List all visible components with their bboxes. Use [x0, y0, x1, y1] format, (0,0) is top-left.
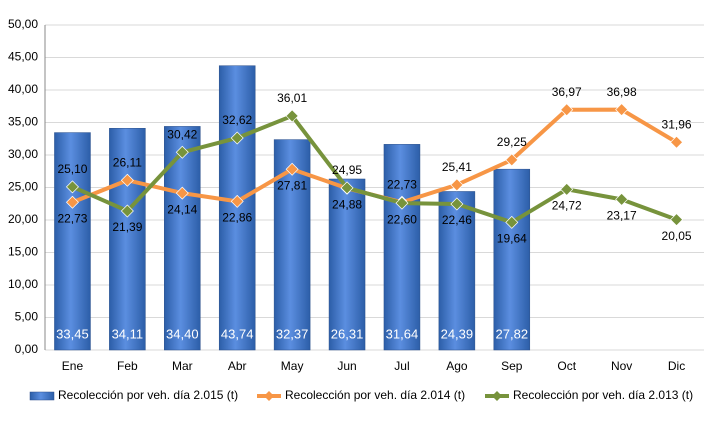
x-tick-label: Mar [172, 359, 193, 373]
marker [120, 204, 134, 218]
line-value-label: 32,62 [222, 113, 252, 127]
marker [615, 103, 629, 117]
marker [560, 103, 574, 117]
marker [395, 196, 409, 210]
bar-value-label: 27,82 [496, 326, 529, 341]
marker [230, 194, 244, 208]
line-value-label: 22,86 [222, 211, 252, 225]
y-tick-label: 45,00 [8, 50, 38, 64]
marker [560, 182, 574, 196]
line-value-label: 23,17 [607, 209, 637, 223]
legend-swatch [29, 391, 55, 401]
marker [65, 180, 79, 194]
line-value-label: 36,01 [277, 91, 307, 105]
bar-value-label: 33,45 [56, 326, 89, 341]
bar-value-label: 34,11 [112, 326, 144, 341]
line-value-label: 36,98 [607, 85, 637, 99]
y-tick-label: 0,00 [15, 342, 39, 356]
y-tick-label: 40,00 [8, 82, 38, 96]
x-tick-label: Abr [228, 359, 247, 373]
marker [505, 215, 519, 229]
marker [285, 109, 299, 123]
line-value-label: 22,73 [57, 211, 87, 225]
line [71, 107, 678, 205]
x-tick-label: Feb [117, 359, 138, 373]
x-tick-label: Ene [62, 359, 84, 373]
line-value-label: 24,72 [552, 198, 582, 212]
x-tick-label: Oct [557, 359, 576, 373]
y-tick-label: 35,00 [8, 115, 38, 129]
line [71, 113, 678, 225]
marker [230, 131, 244, 145]
bar-value-label: 24,39 [441, 326, 474, 341]
marker [65, 195, 79, 209]
line-value-label: 20,05 [662, 229, 692, 243]
line-value-label: 22,46 [442, 213, 472, 227]
x-tick-label: May [281, 359, 304, 373]
bar-value-label: 31,64 [386, 326, 419, 341]
line-value-label: 26,11 [113, 155, 142, 169]
legend-label: Recolección por veh. día 2.013 (t) [513, 388, 693, 402]
marker [450, 178, 464, 192]
line-value-label: 24,14 [167, 202, 197, 216]
line-value-label: 21,39 [112, 220, 142, 234]
legend-label: Recolección por veh. día 2.014 (t) [285, 388, 465, 402]
x-tick-label: Nov [611, 359, 632, 373]
marker [285, 162, 299, 176]
line-value-label: 30,42 [167, 127, 197, 141]
line-value-label: 24,95 [332, 163, 362, 177]
bar [328, 178, 366, 351]
x-tick-label: Jun [337, 359, 356, 373]
bar-value-label: 32,37 [276, 326, 309, 341]
y-tick-label: 20,00 [8, 212, 38, 226]
marker [670, 213, 684, 227]
x-tick-label: Ago [446, 359, 468, 373]
marker [670, 135, 684, 149]
y-tick-label: 15,00 [8, 245, 38, 259]
marker [175, 186, 189, 200]
bar [438, 191, 476, 351]
marker [175, 145, 189, 159]
bar-value-label: 34,40 [166, 326, 199, 341]
line-value-label: 25,10 [57, 162, 87, 176]
y-tick-label: 10,00 [8, 277, 38, 291]
legend-marker [264, 391, 274, 401]
line-value-label: 27,81 [277, 178, 307, 192]
line-value-label: 19,64 [497, 232, 527, 246]
line-value-label: 22,73 [387, 177, 417, 191]
marker [120, 173, 134, 187]
bar [493, 168, 531, 351]
line-value-label: 25,41 [442, 160, 472, 174]
bar-value-label: 26,31 [331, 326, 364, 341]
bar [218, 65, 256, 351]
legend-label: Recolección por veh. día 2.015 (t) [58, 388, 238, 402]
x-tick-label: Sep [501, 359, 523, 373]
marker [450, 197, 464, 211]
y-tick-label: 5,00 [15, 310, 39, 324]
line-value-label: 36,97 [552, 85, 582, 99]
marker [615, 192, 629, 206]
line-value-label: 24,88 [332, 197, 362, 211]
y-tick-label: 50,00 [8, 17, 38, 31]
bar [164, 126, 201, 351]
bar-value-label: 43,74 [221, 326, 254, 341]
y-tick-label: 25,00 [8, 180, 38, 194]
x-tick-label: Jul [394, 359, 409, 373]
bar [383, 144, 421, 351]
y-tick-label: 30,00 [8, 147, 38, 161]
legend-marker [492, 391, 502, 401]
bar [109, 128, 146, 351]
bar [54, 132, 91, 351]
marker [340, 181, 354, 195]
line-value-label: 29,25 [497, 135, 527, 149]
marker [505, 153, 519, 167]
line-value-label: 31,96 [662, 117, 692, 131]
x-tick-label: Dic [668, 359, 685, 373]
line-value-label: 22,60 [387, 212, 417, 226]
